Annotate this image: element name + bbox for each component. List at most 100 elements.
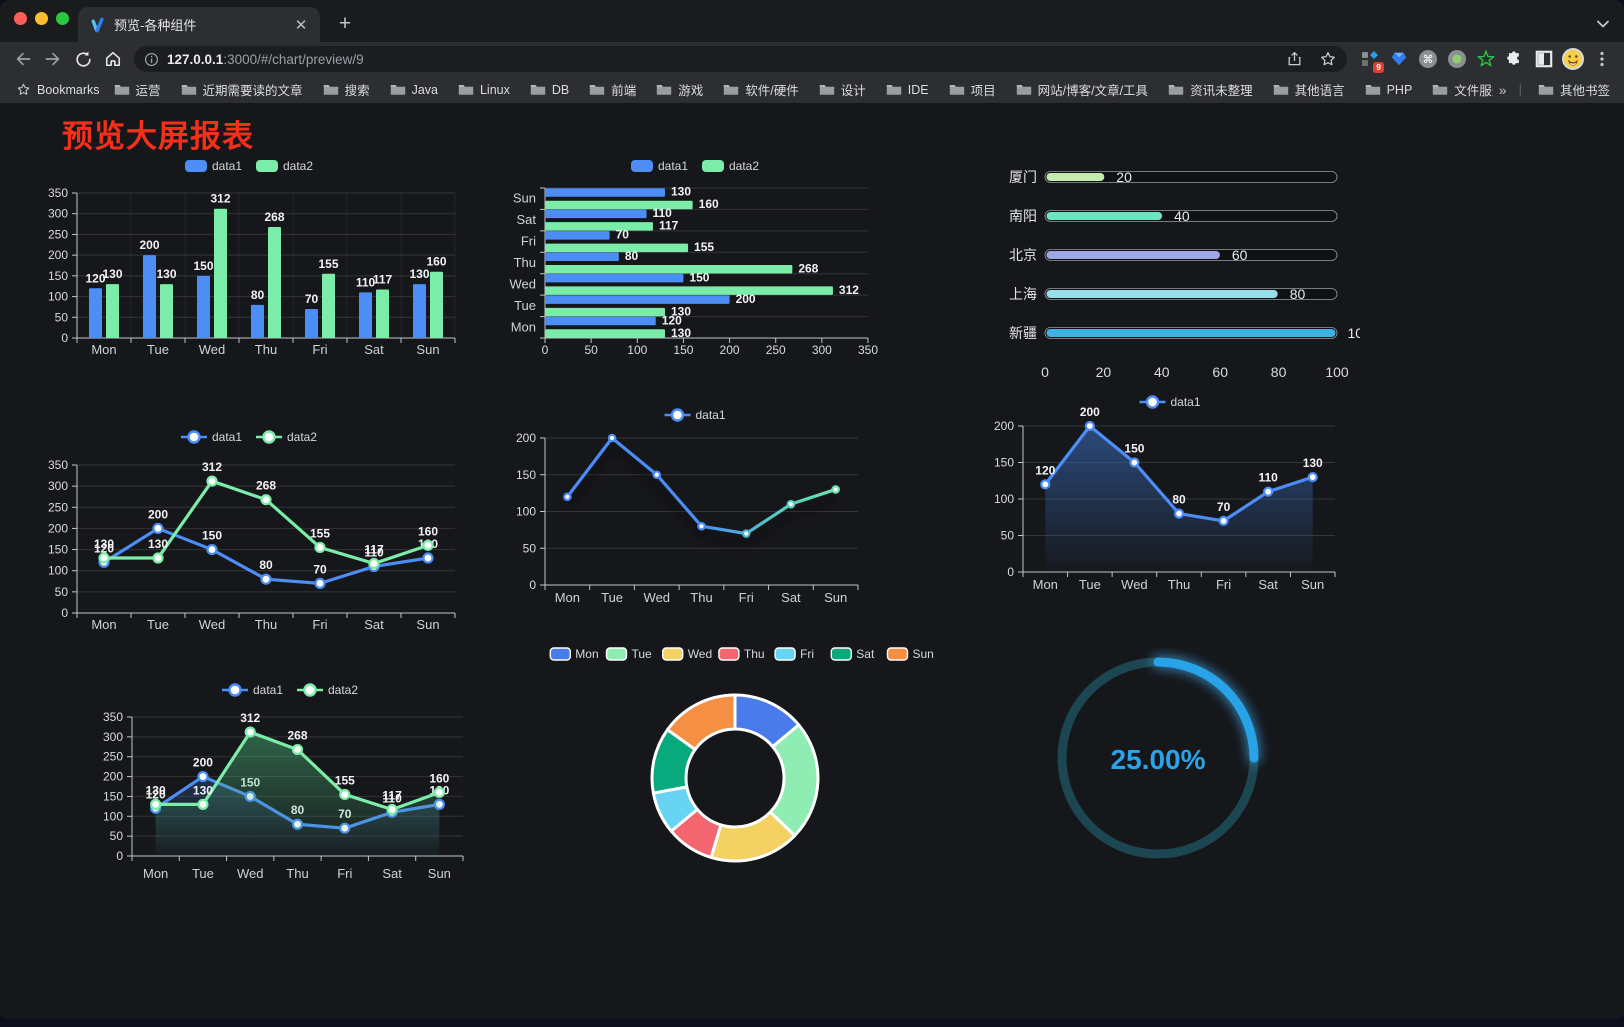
- svg-text:200: 200: [148, 507, 168, 521]
- bookmark-star-icon[interactable]: [1319, 50, 1337, 68]
- chart-gauge: 25.00%: [1057, 656, 1260, 859]
- new-tab-button[interactable]: +: [338, 12, 352, 35]
- svg-text:200: 200: [994, 419, 1014, 433]
- bookmark-folder[interactable]: PHP: [1355, 79, 1423, 101]
- svg-text:250: 250: [766, 343, 786, 357]
- svg-text:data2: data2: [287, 430, 317, 444]
- other-bookmarks-folder[interactable]: 其他书签: [1528, 79, 1612, 101]
- svg-text:Sun: Sun: [416, 342, 439, 357]
- address-bar[interactable]: 127.0.0.1:3000/#/chart/preview/9: [134, 46, 1347, 72]
- bookmark-folder[interactable]: 项目: [939, 79, 1006, 101]
- home-button[interactable]: [98, 45, 128, 73]
- forward-button[interactable]: [38, 45, 68, 73]
- svg-text:0: 0: [542, 343, 549, 357]
- svg-text:Thu: Thu: [255, 617, 277, 632]
- svg-text:50: 50: [55, 310, 69, 324]
- legend-item-Mon[interactable]: Mon: [549, 647, 599, 661]
- chart-city-progress: 厦门 20 南阳 40 北京 60 上海 80 新疆 100 0 20 40 60 80 100: [1009, 169, 1360, 380]
- svg-text:20: 20: [1096, 364, 1112, 380]
- legend-item-data2[interactable]: data2: [256, 159, 313, 173]
- close-window-button[interactable]: [14, 12, 27, 25]
- minimize-window-button[interactable]: [35, 12, 48, 25]
- svg-text:160: 160: [429, 771, 449, 785]
- legend-item-Sat[interactable]: Sat: [830, 647, 875, 661]
- bookmark-folder[interactable]: 设计: [809, 79, 876, 101]
- svg-text:Sun: Sun: [913, 647, 934, 661]
- extensions-puzzle-icon[interactable]: [1500, 45, 1529, 73]
- bookmarks-label: Bookmarks: [37, 82, 100, 97]
- svg-text:250: 250: [48, 227, 68, 241]
- extension-dark-mode-icon[interactable]: [1529, 45, 1558, 73]
- bookmark-folder[interactable]: 其他语言: [1263, 79, 1355, 101]
- bookmark-folder[interactable]: 前端: [579, 79, 646, 101]
- folder-icon: [458, 85, 474, 95]
- legend-item-Tue[interactable]: Tue: [605, 647, 653, 661]
- bookmark-folder[interactable]: 文件服务器: [1422, 79, 1493, 101]
- bookmark-folder[interactable]: 运营: [110, 79, 171, 101]
- site-info-icon[interactable]: [144, 52, 159, 67]
- bookmark-folder[interactable]: 近期需要读的文章: [171, 79, 313, 101]
- browser-tab[interactable]: 预览-各种组件 ✕: [78, 7, 320, 42]
- legend-item-data1[interactable]: data1: [664, 408, 726, 422]
- extension-dot-circle-icon[interactable]: [1442, 45, 1471, 73]
- legend-item-data1[interactable]: data1: [631, 159, 688, 173]
- svg-text:0: 0: [61, 331, 68, 345]
- legend-item-data1[interactable]: data1: [222, 683, 283, 697]
- bookmark-folder[interactable]: IDE: [876, 79, 939, 101]
- bookmark-folder[interactable]: 游戏: [646, 79, 713, 101]
- svg-text:data1: data1: [696, 408, 726, 422]
- svg-text:Sat: Sat: [364, 617, 384, 632]
- bookmark-folder[interactable]: Linux: [448, 79, 520, 101]
- svg-text:Wed: Wed: [644, 590, 671, 605]
- bookmarks-manager-item[interactable]: Bookmarks: [12, 79, 110, 101]
- pie-slice-Sun[interactable]: [665, 693, 737, 751]
- legend-item-data2[interactable]: data2: [702, 159, 759, 173]
- bookmarks-divider: |: [1518, 82, 1522, 97]
- browser-toolbar: 127.0.0.1:3000/#/chart/preview/9 9 ⌘: [0, 42, 1624, 76]
- legend-item-Wed[interactable]: Wed: [661, 647, 712, 661]
- share-icon[interactable]: [1286, 50, 1303, 68]
- bookmark-folder[interactable]: Java: [380, 79, 448, 101]
- zoom-window-button[interactable]: [56, 12, 69, 25]
- reload-button[interactable]: [68, 45, 98, 73]
- bookmark-folder[interactable]: 资讯未整理: [1158, 79, 1263, 101]
- browser-menu-kebab-icon[interactable]: [1587, 45, 1616, 73]
- extension-grid-diamond-icon[interactable]: 9: [1355, 45, 1384, 73]
- svg-text:50: 50: [1001, 529, 1015, 543]
- legend-item-data2[interactable]: data2: [256, 430, 317, 444]
- svg-text:155: 155: [694, 240, 714, 254]
- legend-item-data1[interactable]: data1: [181, 430, 242, 444]
- bookmark-folder[interactable]: 软件/硬件: [713, 79, 808, 101]
- extension-green-star-icon[interactable]: [1471, 45, 1500, 73]
- dashboard-page: 预览大屏报表 0 50 100 150 200 250 300 350 Mon Tue Wed Thu…: [0, 103, 1624, 1019]
- legend-item-Fri[interactable]: Fri: [774, 647, 814, 661]
- bookmarks-overflow-chevron[interactable]: »: [1498, 81, 1507, 98]
- svg-text:150: 150: [202, 529, 222, 543]
- legend-item-data2[interactable]: data2: [297, 683, 358, 697]
- bookmark-folder[interactable]: DB: [520, 79, 579, 101]
- bookmark-label: IDE: [907, 82, 929, 97]
- back-button[interactable]: [8, 45, 38, 73]
- extension-command-icon[interactable]: ⌘: [1413, 45, 1442, 73]
- svg-text:150: 150: [48, 543, 68, 557]
- folder-icon: [1273, 85, 1288, 95]
- svg-text:150: 150: [1124, 442, 1144, 456]
- extension-gem-icon[interactable]: [1384, 45, 1413, 73]
- profile-avatar[interactable]: [1558, 45, 1587, 73]
- svg-text:117: 117: [364, 543, 384, 557]
- folder-icon: [114, 85, 129, 95]
- bookmark-folder[interactable]: 搜索: [313, 79, 380, 101]
- legend-item-data1[interactable]: data1: [1139, 395, 1201, 409]
- svg-text:Mon: Mon: [555, 590, 580, 605]
- legend-item-Thu[interactable]: Thu: [718, 647, 765, 661]
- bookmark-folder[interactable]: 网站/博客/文章/工具: [1006, 79, 1158, 101]
- svg-text:60: 60: [1212, 364, 1228, 380]
- tab-search-chevron-icon[interactable]: [1596, 16, 1610, 34]
- svg-text:0: 0: [1007, 565, 1014, 579]
- legend-item-data1[interactable]: data1: [185, 159, 242, 173]
- legend-item-Sun[interactable]: Sun: [886, 647, 934, 661]
- window-controls: [14, 12, 69, 25]
- tab-close-icon[interactable]: ✕: [294, 16, 308, 34]
- svg-text:50: 50: [523, 541, 537, 555]
